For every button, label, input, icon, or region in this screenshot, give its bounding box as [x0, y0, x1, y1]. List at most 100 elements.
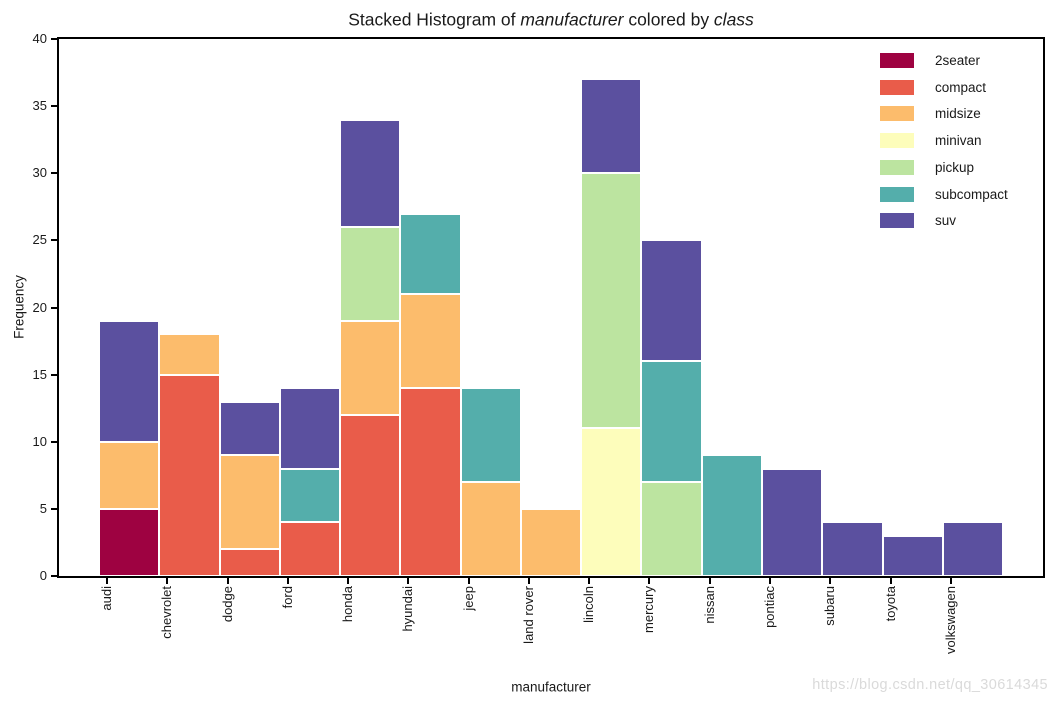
legend-swatch-minivan	[880, 133, 914, 149]
bar-segment-honda-compact	[340, 414, 401, 576]
legend-swatch-subcompact	[880, 186, 914, 202]
legend-label-compact: compact	[935, 79, 987, 95]
x-tick-label-nissan: nissan	[701, 586, 717, 624]
bar-segment-toyota-suv	[882, 535, 943, 576]
bar-segment-pontiac-suv	[761, 468, 823, 576]
bar-segment-ford-compact	[279, 522, 341, 576]
y-tick-35	[51, 105, 57, 108]
legend-label-pickup: pickup	[935, 159, 975, 175]
y-tick-10	[51, 440, 57, 443]
bar-segment-mercury-pickup	[641, 482, 702, 576]
y-tick-label-5: 5	[39, 500, 47, 516]
y-tick-label-40: 40	[32, 31, 47, 46]
bar-segment-ford-suv	[279, 388, 341, 469]
legend-item-compact: compact	[880, 79, 1050, 96]
legend-label-minivan: minivan	[935, 133, 982, 149]
y-tick-label-10: 10	[32, 433, 47, 449]
bar-segment-chevrolet-midsize	[159, 334, 220, 375]
chart-title-text: Stacked Histogram of	[348, 9, 521, 30]
y-tick-label-25: 25	[32, 232, 47, 248]
x-tick-pontiac	[768, 578, 771, 584]
bar-segment-honda-pickup	[340, 226, 401, 321]
x-tick-label-audi: audi	[99, 586, 114, 611]
bar-segment-land-rover-midsize	[520, 508, 582, 576]
legend-swatch-suv	[880, 213, 914, 229]
bar-segment-mercury-suv	[641, 240, 702, 362]
bar-segment-nissan-subcompact	[701, 455, 762, 576]
x-tick-chevrolet	[166, 578, 169, 584]
x-axis-label: manufacturer	[511, 679, 591, 695]
bar-segment-chevrolet-compact	[159, 374, 220, 576]
x-tick-land-rover	[527, 578, 530, 584]
x-tick-ford	[286, 578, 289, 584]
x-tick-label-honda: honda	[340, 586, 356, 623]
legend-item-subcompact: subcompact	[880, 186, 1050, 203]
y-tick-25	[51, 239, 57, 242]
watermark: https://blog.csdn.net/qq_30614345	[812, 677, 1048, 693]
bar-segment-hyundai-compact	[400, 388, 461, 576]
x-tick-nissan	[708, 578, 711, 584]
bar-segment-audi-2seater	[99, 508, 160, 576]
y-tick-label-35: 35	[32, 98, 47, 114]
y-tick-20	[51, 306, 57, 309]
bar-segment-honda-midsize	[340, 320, 401, 415]
bar-segment-hyundai-midsize	[400, 294, 461, 389]
bar-segment-dodge-midsize	[219, 455, 280, 550]
x-tick-mercury	[648, 578, 651, 584]
x-tick-audi	[106, 578, 108, 584]
chart-title: Stacked Histogram of manufacturer colore…	[348, 10, 754, 31]
bar-segment-audi-suv	[99, 320, 160, 442]
plot-area: 2seater compact midsize minivan pickup subcom…	[33, 31, 1045, 654]
x-tick-dodge	[226, 578, 229, 584]
x-tick-honda	[347, 578, 350, 584]
legend-swatch-compact	[880, 79, 914, 95]
y-tick-label-20: 20	[32, 299, 47, 315]
legend-swatch-2seater	[880, 53, 914, 68]
bar-segment-audi-midsize	[99, 441, 160, 509]
legend-label-2seater: 2seater	[935, 53, 981, 68]
y-tick-0	[51, 575, 57, 577]
x-tick-lincoln	[588, 578, 591, 584]
x-tick-label-pontiac: pontiac	[761, 586, 777, 628]
x-tick-toyota	[889, 578, 892, 584]
bar-segment-mercury-subcompact	[641, 361, 702, 483]
bar-segment-lincoln-suv	[581, 79, 642, 174]
x-tick-hyundai	[407, 578, 410, 584]
x-tick-label-land-rover: land rover	[520, 586, 536, 644]
bar-segment-hyundai-subcompact	[400, 213, 461, 295]
bar-segment-dodge-compact	[219, 549, 280, 576]
legend-item-midsize: midsize	[880, 105, 1050, 122]
x-tick-label-jeep: jeep	[460, 586, 476, 611]
bar-segment-honda-suv	[340, 119, 401, 227]
chart-title-var-class: class	[713, 9, 754, 30]
x-tick-subaru	[829, 578, 832, 584]
bar-segment-subaru-suv	[822, 522, 883, 576]
bar-segment-dodge-suv	[219, 401, 280, 456]
x-tick-label-mercury: mercury	[641, 586, 657, 633]
y-tick-15	[51, 373, 57, 376]
bar-segment-lincoln-minivan	[581, 428, 642, 576]
x-tick-label-hyundai: hyundai	[400, 586, 416, 632]
bar-segment-jeep-midsize	[460, 482, 521, 576]
x-tick-label-volkswagen: volkswagen	[942, 586, 958, 654]
legend-item-suv: suv	[880, 212, 1050, 229]
x-tick-label-lincoln: lincoln	[581, 586, 597, 623]
legend-item-minivan: minivan	[880, 132, 1050, 149]
legend-item-pickup: pickup	[880, 159, 1050, 176]
legend-item-2seater: 2seater	[880, 52, 1050, 69]
x-tick-label-toyota: toyota	[882, 586, 898, 622]
y-tick-label-15: 15	[32, 366, 47, 382]
chart-title-var-manufacturer: manufacturer	[520, 9, 624, 30]
y-tick-label-0: 0	[39, 568, 47, 583]
legend-label-suv: suv	[935, 213, 957, 229]
legend-swatch-midsize	[880, 106, 914, 122]
x-tick-label-ford: ford	[279, 586, 295, 609]
y-tick-5	[51, 507, 57, 510]
chart-title-text-2: colored by	[623, 9, 714, 30]
x-tick-label-subaru: subaru	[822, 586, 838, 626]
bar-segment-jeep-subcompact	[460, 388, 521, 483]
x-tick-jeep	[467, 578, 470, 584]
x-tick-volkswagen	[949, 578, 952, 584]
x-tick-label-chevrolet: chevrolet	[159, 586, 175, 639]
